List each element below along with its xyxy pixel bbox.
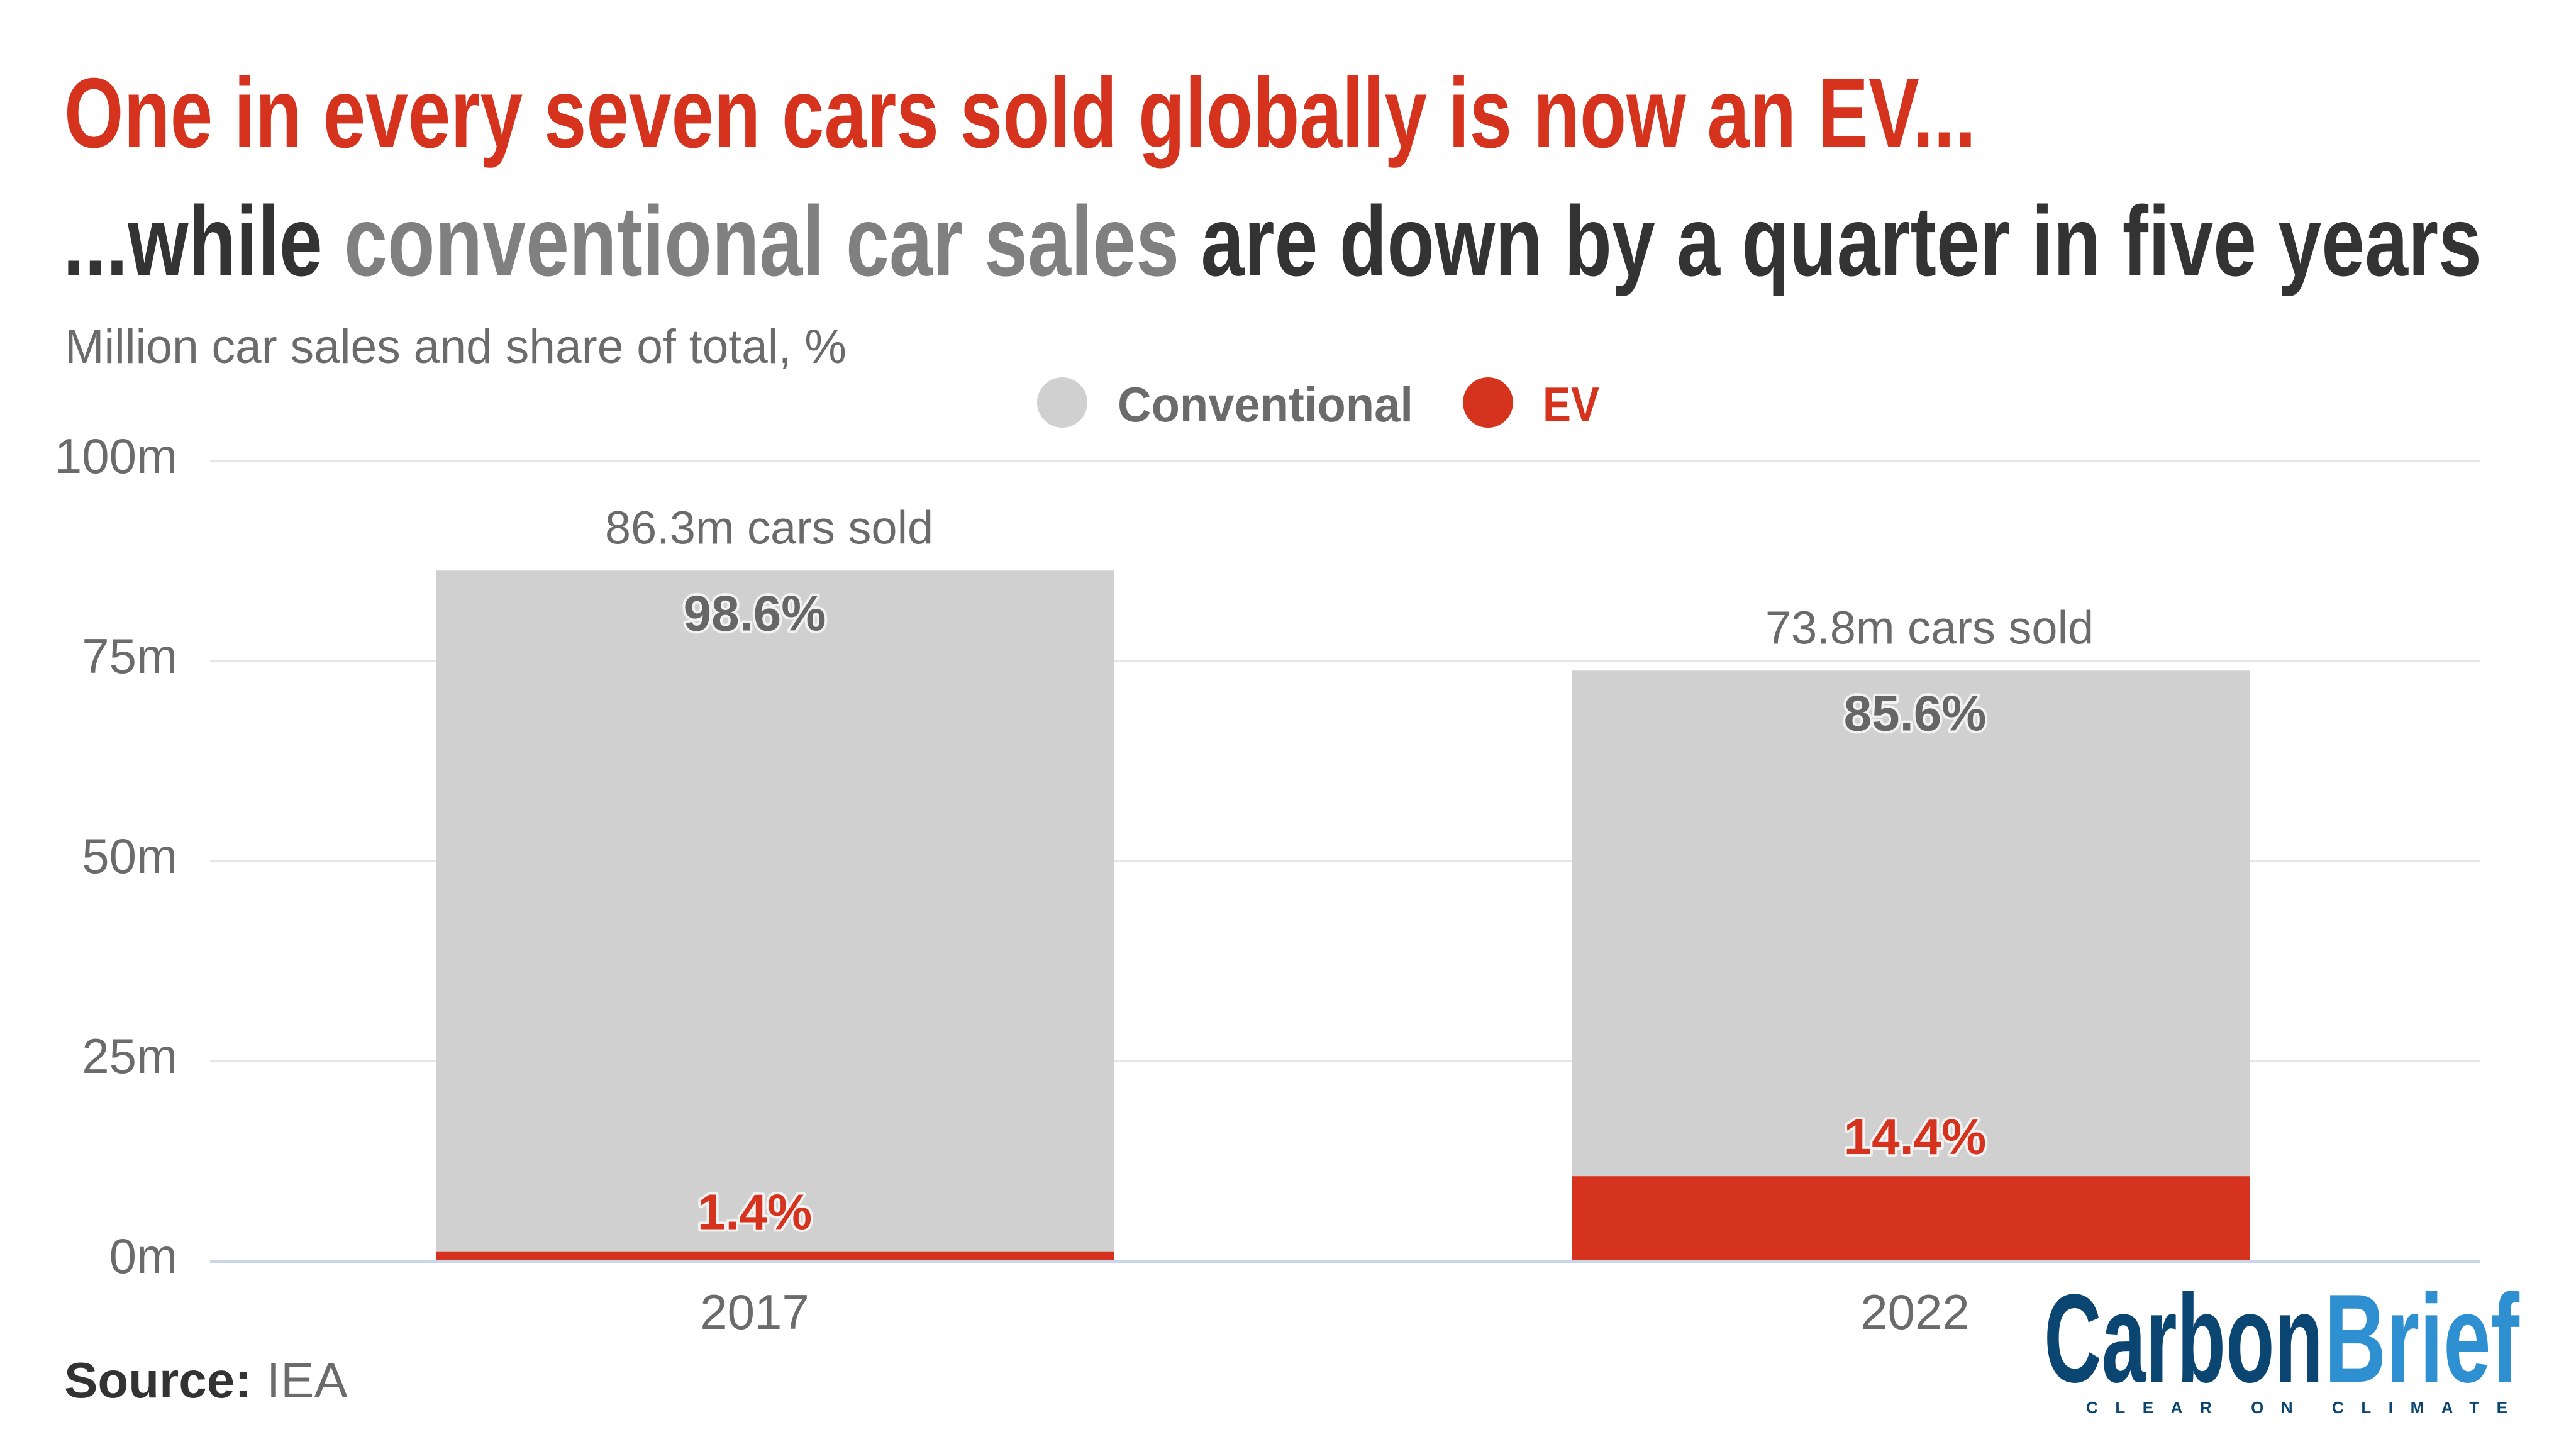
legend-item-ev[interactable]: EV bbox=[1463, 377, 1599, 432]
chart-title-line2: ...while conventional car sales are down… bbox=[63, 186, 2482, 297]
x-axis-tick-labels: 2017 2022 bbox=[700, 1284, 1970, 1340]
y-tick-label: 100m bbox=[55, 428, 177, 484]
share-label-ev-2017: 1.4% bbox=[697, 1184, 812, 1240]
total-label-2017: 86.3m cars sold bbox=[605, 501, 933, 553]
data-labels: 86.3m cars sold 98.6% 1.4% 73.8m cars sold 8… bbox=[605, 501, 2094, 1242]
total-label-2022: 73.8m cars sold bbox=[1765, 601, 2094, 653]
title-line2-part-while: ...while bbox=[63, 186, 344, 297]
source-label: Source: bbox=[64, 1352, 252, 1408]
ev-circle-icon bbox=[1463, 377, 1513, 428]
title-line2-part-conventional: conventional car sales bbox=[344, 186, 1179, 297]
x-tick-label-2017: 2017 bbox=[700, 1284, 809, 1340]
legend-item-conventional[interactable]: Conventional bbox=[1037, 377, 1413, 432]
title-line2-part-rest: are down by a quarter in five years bbox=[1179, 186, 2482, 297]
bar-ev-2022[interactable] bbox=[1572, 1176, 2250, 1261]
bar-ev-2017[interactable] bbox=[436, 1251, 1114, 1261]
legend-label-conventional: Conventional bbox=[1118, 377, 1413, 432]
y-tick-label: 50m bbox=[82, 828, 177, 884]
share-label-conventional-2022: 85.6% bbox=[1844, 685, 1987, 741]
carbonbrief-logo[interactable]: Carbon Brief CLEAR ON CLIMATE bbox=[2044, 1269, 2519, 1417]
logo-carbon: Carbon bbox=[2044, 1269, 2323, 1409]
chart-title-line1: One in every seven cars sold globally is… bbox=[64, 58, 1976, 169]
y-tick-label: 75m bbox=[82, 628, 177, 684]
bar-conventional-2022[interactable] bbox=[1572, 670, 2250, 1177]
chart-subtitle: Million car sales and share of total, % bbox=[65, 320, 847, 374]
y-tick-label: 0m bbox=[109, 1228, 177, 1284]
y-axis-tick-labels: 0m 25m 50m 75m 100m bbox=[55, 428, 177, 1284]
bars bbox=[436, 570, 2250, 1261]
bar-conventional-2017[interactable] bbox=[436, 570, 1114, 1252]
source-value: IEA bbox=[267, 1352, 348, 1408]
share-label-ev-2022: 14.4% bbox=[1844, 1109, 1987, 1165]
logo-brief: Brief bbox=[2324, 1269, 2519, 1409]
y-tick-label: 25m bbox=[82, 1028, 177, 1084]
x-tick-label-2022: 2022 bbox=[1860, 1284, 1970, 1340]
legend: Conventional EV bbox=[1037, 377, 1599, 432]
source-line: Source: IEA bbox=[64, 1352, 348, 1408]
share-label-conventional-2017: 98.6% bbox=[684, 585, 826, 641]
legend-label-ev: EV bbox=[1543, 377, 1599, 432]
conventional-circle-icon bbox=[1037, 377, 1087, 428]
